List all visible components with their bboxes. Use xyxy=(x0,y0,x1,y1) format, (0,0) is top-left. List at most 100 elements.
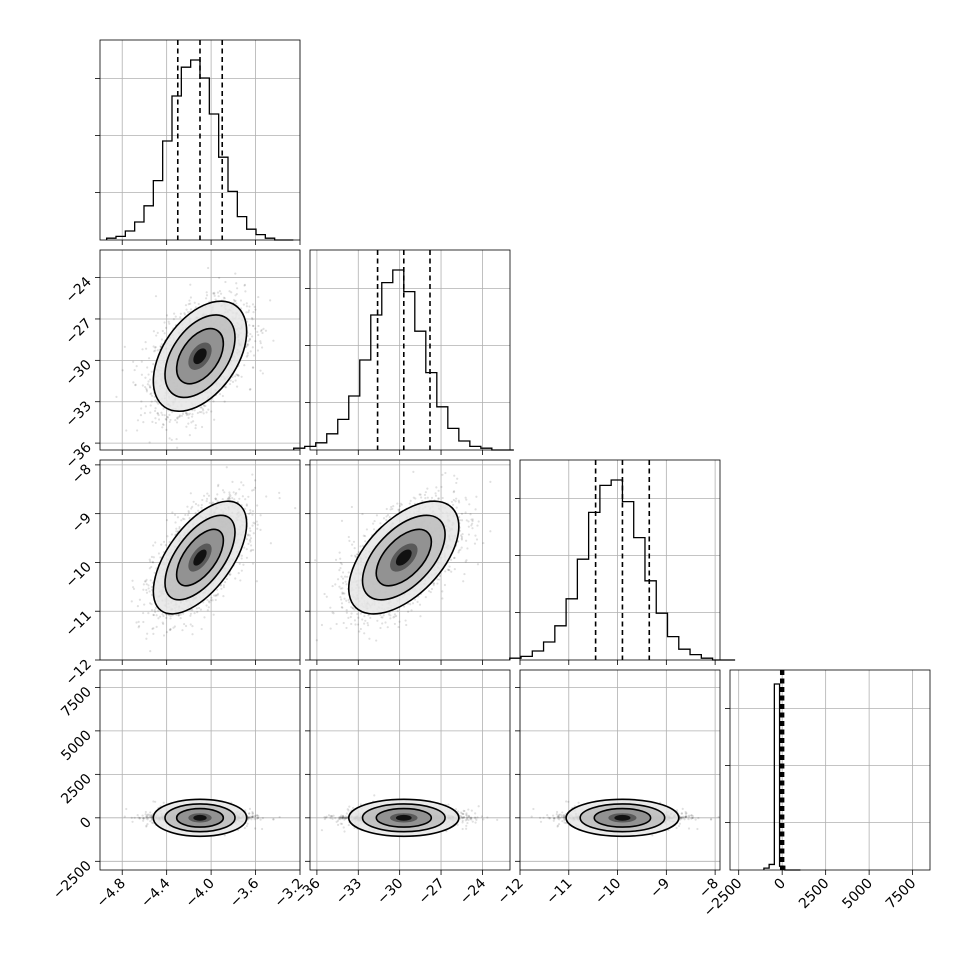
sample-point xyxy=(216,594,219,597)
sample-point xyxy=(207,600,210,603)
sample-point xyxy=(238,488,241,491)
sample-point xyxy=(252,521,255,524)
sample-point xyxy=(222,584,225,587)
sample-point xyxy=(164,326,168,329)
sample-point xyxy=(150,394,154,397)
sample-point xyxy=(265,495,268,498)
sample-point xyxy=(259,342,262,345)
sample-point xyxy=(249,350,252,353)
sample-point xyxy=(251,303,255,306)
sample-point xyxy=(140,407,143,410)
sample-point xyxy=(191,413,194,416)
sample-point xyxy=(245,504,248,507)
sample-point xyxy=(208,601,211,604)
sample-point xyxy=(252,311,255,314)
sample-point xyxy=(170,411,174,414)
sample-point xyxy=(191,505,194,508)
sample-point xyxy=(194,424,197,427)
sample-point xyxy=(187,416,190,419)
sample-point xyxy=(249,511,252,514)
sample-point xyxy=(248,338,251,341)
sample-point xyxy=(217,483,220,486)
sample-point xyxy=(168,413,171,416)
sample-point xyxy=(228,382,232,386)
sample-point xyxy=(239,299,243,302)
sample-point xyxy=(249,540,252,543)
sample-point xyxy=(253,486,257,489)
sample-point xyxy=(157,617,160,620)
sample-point xyxy=(253,305,256,308)
sample-point xyxy=(132,587,136,591)
sample-point xyxy=(148,602,152,605)
y-tick-label: −12 xyxy=(63,657,95,689)
sample-point xyxy=(136,605,139,608)
sample-point xyxy=(145,591,149,594)
sample-point xyxy=(155,334,158,337)
sample-point xyxy=(238,562,241,565)
sample-point xyxy=(190,415,194,418)
sample-point xyxy=(162,614,165,618)
sample-point xyxy=(174,315,177,318)
sample-point xyxy=(211,501,215,504)
sample-point xyxy=(197,509,200,512)
sample-point xyxy=(247,343,250,346)
sample-point xyxy=(177,415,180,419)
sample-point xyxy=(237,374,240,377)
sample-point xyxy=(136,419,140,422)
sample-point xyxy=(168,420,171,424)
sample-point xyxy=(175,527,178,530)
sample-point xyxy=(147,357,151,360)
sample-point xyxy=(168,540,171,544)
sample-point xyxy=(178,527,181,530)
sample-point xyxy=(133,368,136,372)
sample-point xyxy=(234,379,237,382)
sample-point xyxy=(148,567,151,570)
sample-point xyxy=(248,534,252,537)
sample-point xyxy=(240,375,243,378)
sample-point xyxy=(145,583,148,586)
sample-point xyxy=(134,383,137,386)
sample-point xyxy=(294,507,297,510)
sample-point xyxy=(234,375,237,378)
sample-point xyxy=(220,587,223,590)
sample-point xyxy=(194,511,197,515)
y-tick-label: −30 xyxy=(63,357,95,389)
sample-point xyxy=(214,594,217,598)
sample-point xyxy=(179,617,182,620)
sample-point xyxy=(218,276,221,280)
sample-point xyxy=(145,578,148,581)
sample-point xyxy=(224,280,227,284)
sample-point xyxy=(145,388,148,392)
histogram-steps xyxy=(293,269,514,451)
sample-point xyxy=(240,569,243,572)
sample-point xyxy=(252,488,255,491)
sample-point xyxy=(246,351,249,355)
histogram-steps xyxy=(509,479,736,661)
sample-point xyxy=(164,544,167,547)
sample-point xyxy=(264,329,268,332)
sample-point xyxy=(144,376,147,379)
sample-point xyxy=(152,345,155,348)
sample-point xyxy=(161,329,164,333)
sample-point xyxy=(156,412,159,415)
sample-point xyxy=(144,347,148,350)
sample-point xyxy=(149,404,152,407)
sample-point xyxy=(198,411,201,414)
sample-point xyxy=(247,340,250,343)
contour-line xyxy=(164,314,236,399)
sample-point xyxy=(238,497,241,500)
sample-point xyxy=(180,519,183,522)
sample-point xyxy=(191,608,194,612)
sample-point xyxy=(153,609,156,612)
sample-point xyxy=(168,322,171,325)
sample-point xyxy=(218,393,222,396)
sample-point xyxy=(243,364,246,367)
sample-point xyxy=(189,492,192,495)
sample-point xyxy=(228,290,231,293)
sample-point xyxy=(219,292,223,295)
sample-point xyxy=(140,373,144,376)
sample-point xyxy=(251,366,255,369)
sample-point xyxy=(199,608,203,611)
sample-point xyxy=(150,555,154,558)
sample-point xyxy=(167,320,170,323)
